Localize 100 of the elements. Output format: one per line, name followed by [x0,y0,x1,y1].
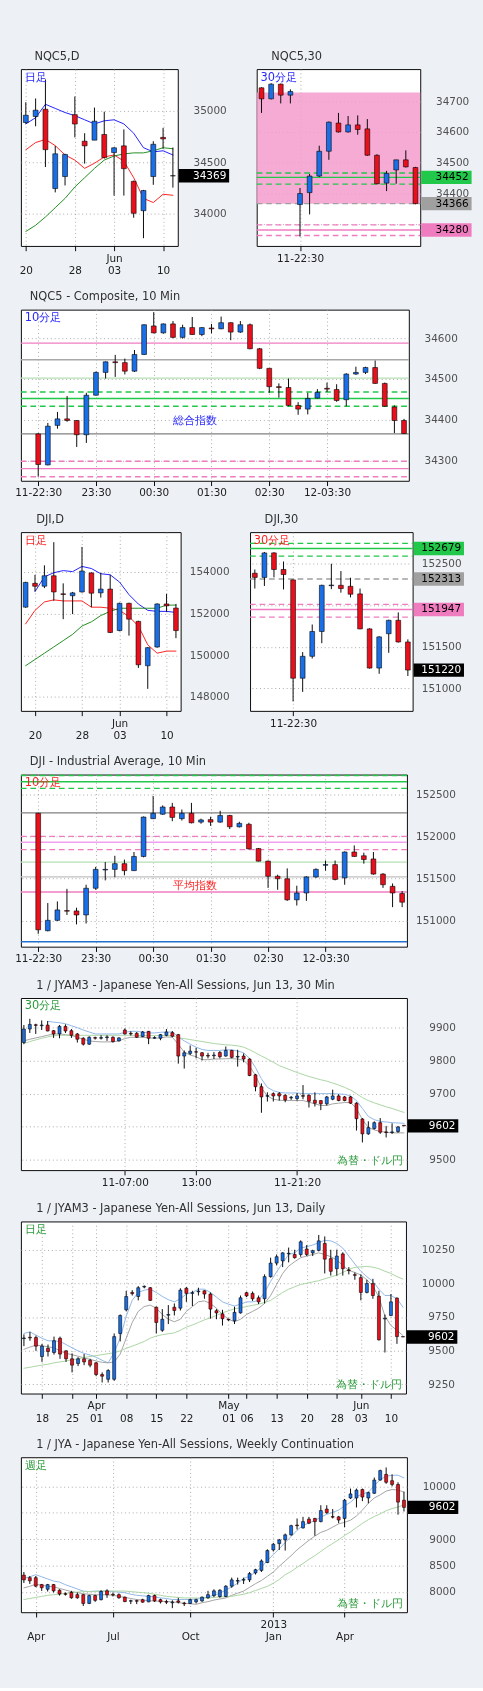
annotation: 日足 [24,69,47,84]
candlestick [212,1051,216,1060]
candlestick [335,112,342,134]
y-tick-label: 9000 [429,1532,456,1545]
candlestick [307,1093,311,1108]
candlestick [60,582,66,620]
candlestick [160,127,166,150]
y-tick-label: 35000 [193,103,227,116]
candlestick [28,1331,32,1342]
y-tick-label: 34500 [435,155,470,168]
candlestick [285,378,292,407]
candlestick [396,1481,400,1516]
x-tick-label: 08 [120,1411,134,1424]
candlestick [301,1084,305,1100]
x-tick-label: 15 [150,1411,164,1424]
candlestick [383,1314,387,1353]
annotation: 週足 [24,1457,47,1472]
ref-line-label: 151947 [421,602,462,615]
x-tick-label: 11-22:30 [270,716,318,729]
candlestick [206,1590,210,1600]
candlestick [126,602,132,637]
candlestick [353,366,359,376]
x-tick-label: 13 [270,1411,284,1424]
y-tick-label: 151500 [421,640,462,653]
candlestick [99,1034,103,1041]
annotation: 為替・ドル円 [336,1376,403,1391]
text: 151220 [421,662,462,675]
text: 9602 [428,1118,456,1131]
candlestick [111,1591,115,1598]
x-tick-label: 28 [75,728,90,741]
ref-line-label: 152313 [421,571,462,584]
annotation: 30分足 [24,998,62,1013]
chart-title: NQC5,30 [271,48,323,63]
annotation: 日足 [24,532,47,547]
candlestick [81,132,88,165]
y-tick-label: 9750 [428,1310,455,1323]
candlestick [98,572,104,599]
candlestick [324,382,330,393]
chart-title: NQC5 - Composite, 10 Min [29,289,181,304]
line-series [25,147,174,232]
x-tick-label: Jun 03 [352,1399,370,1424]
chart-title: DJI,30 [264,511,299,526]
annotation: 平均指数 [172,878,217,893]
candlestick [32,574,38,592]
candlestick [154,1306,159,1334]
y-tick-label: 8500 [429,1559,456,1572]
line-series [25,599,177,654]
x-tick-label: Apr [336,1630,355,1643]
candlestick [160,1308,165,1333]
candlestick [23,101,29,125]
ref-line-label: 152679 [421,541,462,554]
y-tick-label: 151000 [416,913,456,926]
y-tick-label: 154000 [189,564,230,577]
chart-title: DJI - Industrial Average, 10 Min [29,754,207,769]
candlestick [359,1273,363,1301]
y-tick-label: 34500 [193,155,227,168]
candlestick [389,882,396,908]
y-tick-label: 9500 [429,1152,456,1165]
candlestick [206,1052,210,1059]
line-series [23,1265,404,1369]
candlestick [121,128,127,197]
candlestick [64,888,70,916]
y-tick-label: 148000 [189,690,230,703]
y-tick-label: 150000 [189,648,230,661]
y-tick-label: 10250 [421,1243,455,1256]
x-tick-label: 23:30 [81,486,112,499]
candlestick [170,147,176,189]
y-tick-label: 10000 [421,1276,455,1289]
candlestick [355,114,361,136]
candlestick [176,1033,181,1065]
x-tick-label: 01:30 [196,486,228,499]
x-tick-label: 25 [65,1411,80,1424]
candlestick [294,885,300,907]
x-tick-label: 20 [28,728,43,741]
candlestick [41,564,48,589]
annotation: 総合指数 [172,412,218,427]
candlestick [74,419,80,448]
candlestick [284,867,290,902]
candlestick [58,1336,62,1360]
candlestick [52,1336,56,1356]
annotation: 為替・ドル円 [337,1595,404,1610]
ref-line-label: 34452 [435,170,469,183]
y-tick-label: 9500 [428,1344,455,1357]
y-tick-label: 9700 [429,1086,456,1099]
candlestick [328,1249,333,1277]
annotation: 日足 [24,1221,47,1236]
candlestick [280,560,287,590]
candlestick [163,593,170,613]
x-tick-label: 02:30 [253,952,284,965]
x-tick-label: 00:30 [139,486,170,499]
candlestick [111,146,117,197]
x-tick-label: 10 [156,264,171,276]
chart-title: NQC5,D [34,48,80,63]
x-tick-label: 11-07:00 [101,1175,149,1188]
candlestick [118,1314,122,1342]
x-tick-label: 10 [160,728,174,741]
candlestick [32,98,39,127]
candlestick [382,382,388,408]
annotation: 30分足 [260,69,298,84]
x-tick-label: 11-22:30 [276,251,325,264]
